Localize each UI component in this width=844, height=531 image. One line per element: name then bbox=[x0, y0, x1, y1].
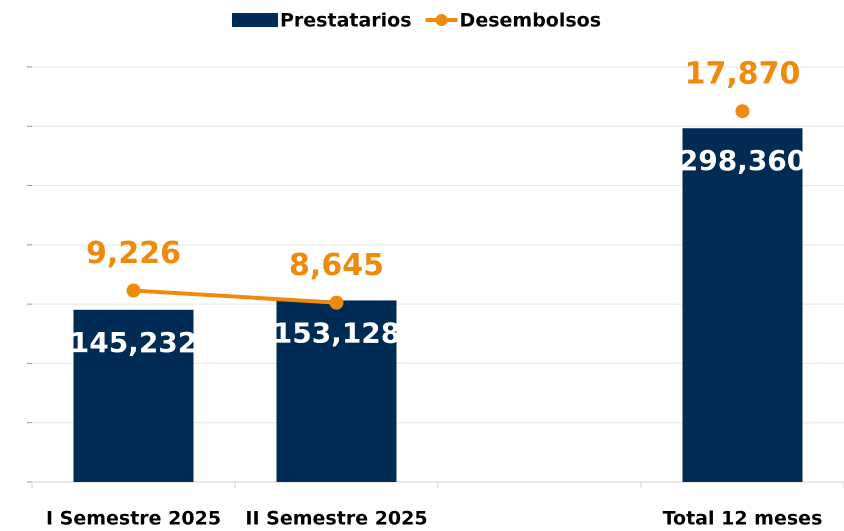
line-value-label: 17,870 bbox=[685, 57, 801, 92]
x-tick-label: Total 12 meses bbox=[663, 508, 823, 530]
bar-value-label: 153,128 bbox=[273, 316, 401, 349]
legend-swatch bbox=[435, 14, 448, 26]
bar-value-label: 145,232 bbox=[70, 326, 198, 359]
legend-label: Desembolsos bbox=[460, 10, 602, 32]
line-marker bbox=[735, 104, 750, 119]
legend-swatch bbox=[232, 13, 278, 27]
legend-label: Prestatarios bbox=[280, 10, 412, 32]
bar bbox=[276, 300, 397, 482]
line-marker bbox=[126, 283, 141, 298]
line-value-label: 9,226 bbox=[86, 236, 181, 271]
x-tick-label: I Semestre 2025 bbox=[46, 508, 221, 530]
line bbox=[134, 111, 743, 302]
bar bbox=[73, 309, 194, 482]
bar-value-label: 298,360 bbox=[679, 144, 807, 177]
bar bbox=[682, 128, 803, 482]
line-value-label: 8,645 bbox=[289, 248, 384, 283]
x-tick-label: II Semestre 2025 bbox=[245, 508, 427, 530]
line-marker bbox=[329, 295, 344, 310]
